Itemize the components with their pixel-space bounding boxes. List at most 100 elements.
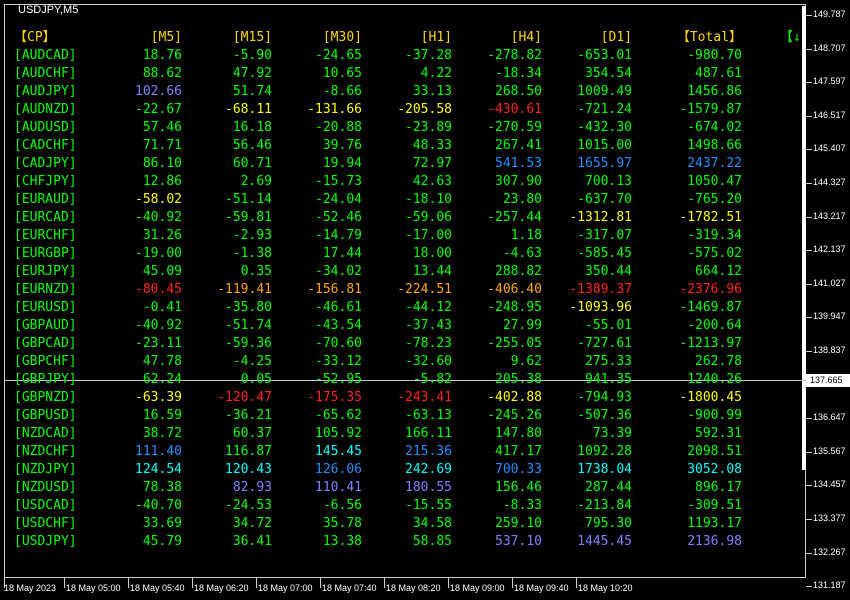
value-cell: -205.58 xyxy=(397,102,452,117)
price-tick xyxy=(806,519,812,520)
price-tick xyxy=(806,82,812,84)
symbol-eurgbp: [EURGBP] xyxy=(14,246,77,261)
header-m5: [M5] xyxy=(150,30,182,45)
value-cell: -430.61 xyxy=(487,102,542,117)
symbol-eurchf: [EURCHF] xyxy=(14,228,77,243)
time-tick-label: 18 May 09:40 xyxy=(514,583,569,593)
value-cell: -20.88 xyxy=(315,120,362,135)
price-tick xyxy=(806,418,812,420)
price-tick xyxy=(806,250,812,252)
value-cell: 105.92 xyxy=(315,426,362,441)
time-tick xyxy=(576,578,577,588)
value-cell: 0.35 xyxy=(240,264,272,279)
price-tick-label: 136.647 xyxy=(813,412,846,423)
value-cell: -65.62 xyxy=(315,408,362,423)
value-cell: 156.46 xyxy=(495,480,542,495)
value-cell: 215.36 xyxy=(405,444,452,459)
value-cell: 941.35 xyxy=(585,372,632,387)
value-cell: 111.40 xyxy=(135,444,182,459)
value-cell: -18.10 xyxy=(405,192,452,207)
header-m30: [M30] xyxy=(322,30,362,45)
value-cell: 4.22 xyxy=(420,66,452,81)
value-cell: 47.78 xyxy=(142,354,182,369)
value-cell: 1240.26 xyxy=(687,372,742,387)
value-cell: 17.44 xyxy=(322,246,362,261)
value-cell: -319.34 xyxy=(687,228,742,243)
price-tick-label: 132.267 xyxy=(813,546,846,557)
symbol-usdjpy: [USDJPY] xyxy=(14,534,77,549)
value-cell: 33.13 xyxy=(412,84,452,99)
value-cell: -637.70 xyxy=(577,192,632,207)
time-tick xyxy=(4,578,5,588)
price-tick xyxy=(806,149,812,151)
value-cell: -653.01 xyxy=(577,48,632,63)
value-cell: 16.18 xyxy=(232,120,272,135)
value-cell: -70.60 xyxy=(315,336,362,351)
symbol-nzdcad: [NZDCAD] xyxy=(14,426,77,441)
price-tick xyxy=(806,485,812,487)
price-tick-label: 142.137 xyxy=(813,244,846,255)
value-cell: 592.31 xyxy=(695,426,742,441)
price-tick-label: 147.597 xyxy=(813,76,846,87)
value-cell: -257.44 xyxy=(487,210,542,225)
symbol-cadchf: [CADCHF] xyxy=(14,138,77,153)
value-cell: 1092.28 xyxy=(577,444,632,459)
price-tick xyxy=(806,586,812,588)
symbol-gbpchf: [GBPCHF] xyxy=(14,354,77,369)
value-cell: -23.89 xyxy=(405,120,452,135)
value-cell: 12.86 xyxy=(142,174,182,189)
price-tick-label: 146.517 xyxy=(813,109,846,120)
symbol-gbpnzd: [GBPNZD] xyxy=(14,390,77,405)
value-cell: 1445.45 xyxy=(577,534,632,549)
value-cell: 350.44 xyxy=(585,264,632,279)
symbol-gbpcad: [GBPCAD] xyxy=(14,336,77,351)
header-arrow: 【↓ xyxy=(780,30,801,45)
value-cell: -575.02 xyxy=(687,246,742,261)
value-cell: -1782.51 xyxy=(679,210,742,225)
value-cell: -37.28 xyxy=(405,48,452,63)
value-cell: 38.72 xyxy=(142,426,182,441)
value-cell: 664.12 xyxy=(695,264,742,279)
value-cell: 417.17 xyxy=(495,444,542,459)
price-tick-label: 143.217 xyxy=(813,210,846,221)
price-tick-label: 149.787 xyxy=(813,9,846,19)
value-cell: -63.13 xyxy=(405,408,452,423)
value-cell: -58.02 xyxy=(135,192,182,207)
value-cell: 288.82 xyxy=(495,264,542,279)
value-cell: 36.41 xyxy=(232,534,272,549)
value-cell: -4.63 xyxy=(502,246,542,261)
value-cell: -1389.37 xyxy=(569,282,632,297)
time-tick xyxy=(448,578,449,588)
value-cell: -68.11 xyxy=(225,102,272,117)
value-cell: 33.69 xyxy=(142,516,182,531)
price-tick xyxy=(806,15,812,16)
value-cell: 102.66 xyxy=(135,84,182,99)
value-cell: 110.41 xyxy=(315,480,362,495)
price-tick xyxy=(806,451,812,453)
value-cell: -18.34 xyxy=(495,66,542,81)
value-cell: 19.94 xyxy=(322,156,362,171)
value-cell: -51.14 xyxy=(225,192,272,207)
value-cell: 262.78 xyxy=(695,354,742,369)
time-tick-label: 18 May 05:40 xyxy=(130,583,185,593)
price-tick-label: 138.837 xyxy=(813,345,846,355)
value-cell: 795.30 xyxy=(585,516,632,531)
value-cell: -1213.97 xyxy=(679,336,742,351)
value-cell: -200.64 xyxy=(687,318,742,333)
value-cell: -2.93 xyxy=(232,228,272,243)
value-cell: -19.00 xyxy=(135,246,182,261)
current-price-value: 137.665 xyxy=(810,375,843,385)
value-cell: -59.36 xyxy=(225,336,272,351)
value-cell: 541.53 xyxy=(495,156,542,171)
header-h1: [H1] xyxy=(420,30,452,45)
value-cell: 72.97 xyxy=(412,156,452,171)
value-cell: 34.58 xyxy=(412,516,452,531)
value-cell: 1015.00 xyxy=(577,138,632,153)
value-cell: 0.05 xyxy=(240,372,272,387)
value-cell: 275.33 xyxy=(585,354,632,369)
price-tick xyxy=(806,283,812,285)
value-cell: 537.10 xyxy=(495,534,542,549)
value-cell: 60.37 xyxy=(232,426,272,441)
value-cell: -22.67 xyxy=(135,102,182,117)
price-tick-label: 141.027 xyxy=(813,277,846,288)
